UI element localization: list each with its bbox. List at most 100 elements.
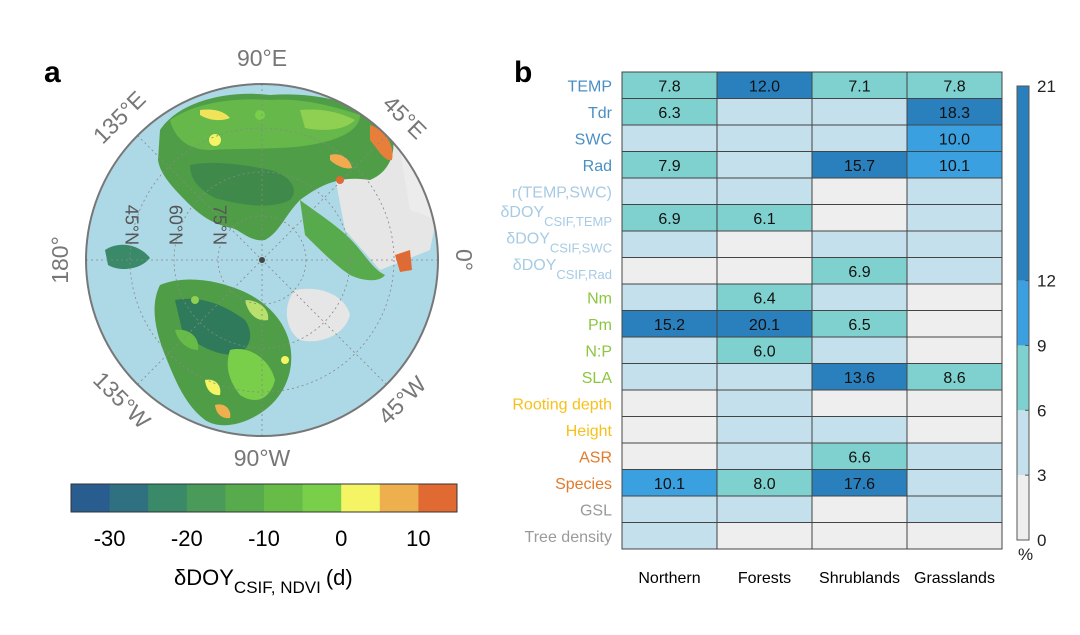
colorbar-a-swatch (264, 484, 304, 512)
heatmap-cell (906, 469, 1003, 497)
heatmap-row-label: SLA (582, 370, 613, 387)
heatmap-row-label: N:P (585, 343, 612, 360)
heatmap-cell-label: 7.8 (658, 78, 680, 95)
heatmap-row-label: Tree density (525, 529, 612, 546)
colorbar-a-swatch (302, 484, 342, 512)
colorbar-b-tick-label: 9 (1037, 336, 1046, 355)
heatmap-cell (716, 522, 813, 550)
heatmap-column-label: Forests (738, 570, 791, 587)
longitude-label: 90°W (234, 445, 291, 471)
colorbar-a-tick-label: 10 (406, 526, 430, 551)
polar-map (85, 83, 439, 437)
heatmap-cell-label: 20.1 (749, 317, 780, 334)
heatmap-cell (621, 257, 718, 285)
colorbar-a-tick-label: 0 (335, 526, 347, 551)
colorbar-a-frame (70, 483, 458, 513)
heatmap-colorbar: 21 12 9 6 3 0 (1016, 77, 1056, 550)
heatmap-cell (811, 283, 908, 311)
heatmap-cell-label: 6.9 (658, 211, 680, 228)
longitude-label: 0° (451, 249, 477, 271)
heatmap-cell (621, 363, 718, 391)
heatmap-colorbar-unit: % (1018, 545, 1033, 564)
heatmap-cell-label: 13.6 (844, 370, 875, 387)
heatmap-cell (716, 151, 813, 179)
heatmap-cell (811, 177, 908, 205)
heatmap-cell (716, 177, 813, 205)
heatmap-cell-label: 6.5 (848, 317, 870, 334)
heatmap-cell (906, 416, 1003, 444)
heatmap-cell (906, 230, 1003, 258)
heatmap-row-label: Rooting depth (512, 396, 612, 413)
colorbar-a-swatch (71, 484, 111, 512)
heatmap-cell (621, 230, 718, 258)
colorbar-a-swatch (148, 484, 188, 512)
heatmap-cell-label: 15.7 (844, 158, 875, 175)
longitude-label: 180° (47, 236, 73, 284)
colorbar-a-swatch (225, 484, 265, 512)
heatmap-cell-label: 18.3 (939, 105, 970, 122)
colorbar-a-tick-label: -10 (248, 526, 280, 551)
heatmap-cell (716, 257, 813, 285)
longitude-label: 90°E (237, 45, 287, 71)
heatmap-cell-label: 8.6 (943, 370, 965, 387)
heatmap-cell (811, 469, 908, 497)
heatmap-cell (811, 495, 908, 523)
heatmap-row-label: ASR (579, 449, 612, 466)
heatmap-cell (906, 177, 1003, 205)
heatmap-column-label: Northern (638, 570, 700, 587)
heatmap-cell (906, 283, 1003, 311)
heatmap-cell-label: 6.1 (753, 211, 775, 228)
heatmap-cell (811, 336, 908, 364)
latitude-label: 60°N (165, 205, 185, 245)
heatmap-cell (716, 363, 813, 391)
colorbar-b-swatch (1017, 410, 1029, 476)
colorbar-a-title: δDOYCSIF, NDVI (d) (174, 565, 353, 597)
heatmap-row-label: δDOYCSIF,Rad (513, 257, 612, 282)
heatmap-cell (811, 230, 908, 258)
latitude-label: 45°N (121, 205, 141, 245)
heatmap-row-label: Species (555, 476, 612, 493)
colorbar-b-tick-label: 12 (1037, 272, 1056, 291)
colorbar-b-tick-label: 3 (1037, 466, 1046, 485)
heatmap-cell-label: 6.6 (848, 449, 870, 466)
heatmap-cell (621, 71, 718, 99)
heatmap-cell (716, 469, 813, 497)
heatmap: 7.8 12.0 7.1 7.8 TEMP 6.3 18.3 Tdr 10.0 SWC 7.9 15.… (501, 71, 1003, 587)
heatmap-cell (621, 177, 718, 205)
panel-b-letter: b (514, 56, 532, 89)
heatmap-cell (621, 389, 718, 417)
heatmap-row-label: Tdr (588, 105, 613, 122)
heatmap-cell (621, 283, 718, 311)
colorbar-a-swatch (186, 484, 226, 512)
heatmap-cell (621, 495, 718, 523)
heatmap-row-label: SWC (575, 131, 612, 148)
heatmap-cell (716, 416, 813, 444)
heatmap-cell-label: 17.6 (844, 476, 875, 493)
heatmap-cell (811, 416, 908, 444)
heatmap-cell-label: 10.0 (939, 131, 970, 148)
heatmap-cell (716, 389, 813, 417)
heatmap-cell (906, 310, 1003, 338)
heatmap-cell (811, 98, 908, 126)
heatmap-cell (716, 230, 813, 258)
heatmap-cell-label: 10.1 (939, 158, 970, 175)
heatmap-cell-label: 6.3 (658, 105, 680, 122)
heatmap-cell (716, 495, 813, 523)
heatmap-cell (811, 363, 908, 391)
heatmap-cell (716, 283, 813, 311)
heatmap-cell (716, 98, 813, 126)
heatmap-row-label: δDOYCSIF,SWC (506, 230, 612, 255)
heatmap-cell-label: 6.4 (753, 290, 775, 307)
heatmap-cell (716, 310, 813, 338)
heatmap-cell (906, 363, 1003, 391)
colorbar-b-swatch (1017, 86, 1029, 281)
colorbar-b-tick-label: 6 (1037, 401, 1046, 420)
colorbar-a-tick-label: -20 (171, 526, 203, 551)
heatmap-cell (621, 310, 718, 338)
heatmap-cell (621, 98, 718, 126)
heatmap-cell (811, 522, 908, 550)
heatmap-cell (716, 71, 813, 99)
heatmap-cell-label: 10.1 (654, 476, 685, 493)
heatmap-cell-label: 8.0 (753, 476, 775, 493)
